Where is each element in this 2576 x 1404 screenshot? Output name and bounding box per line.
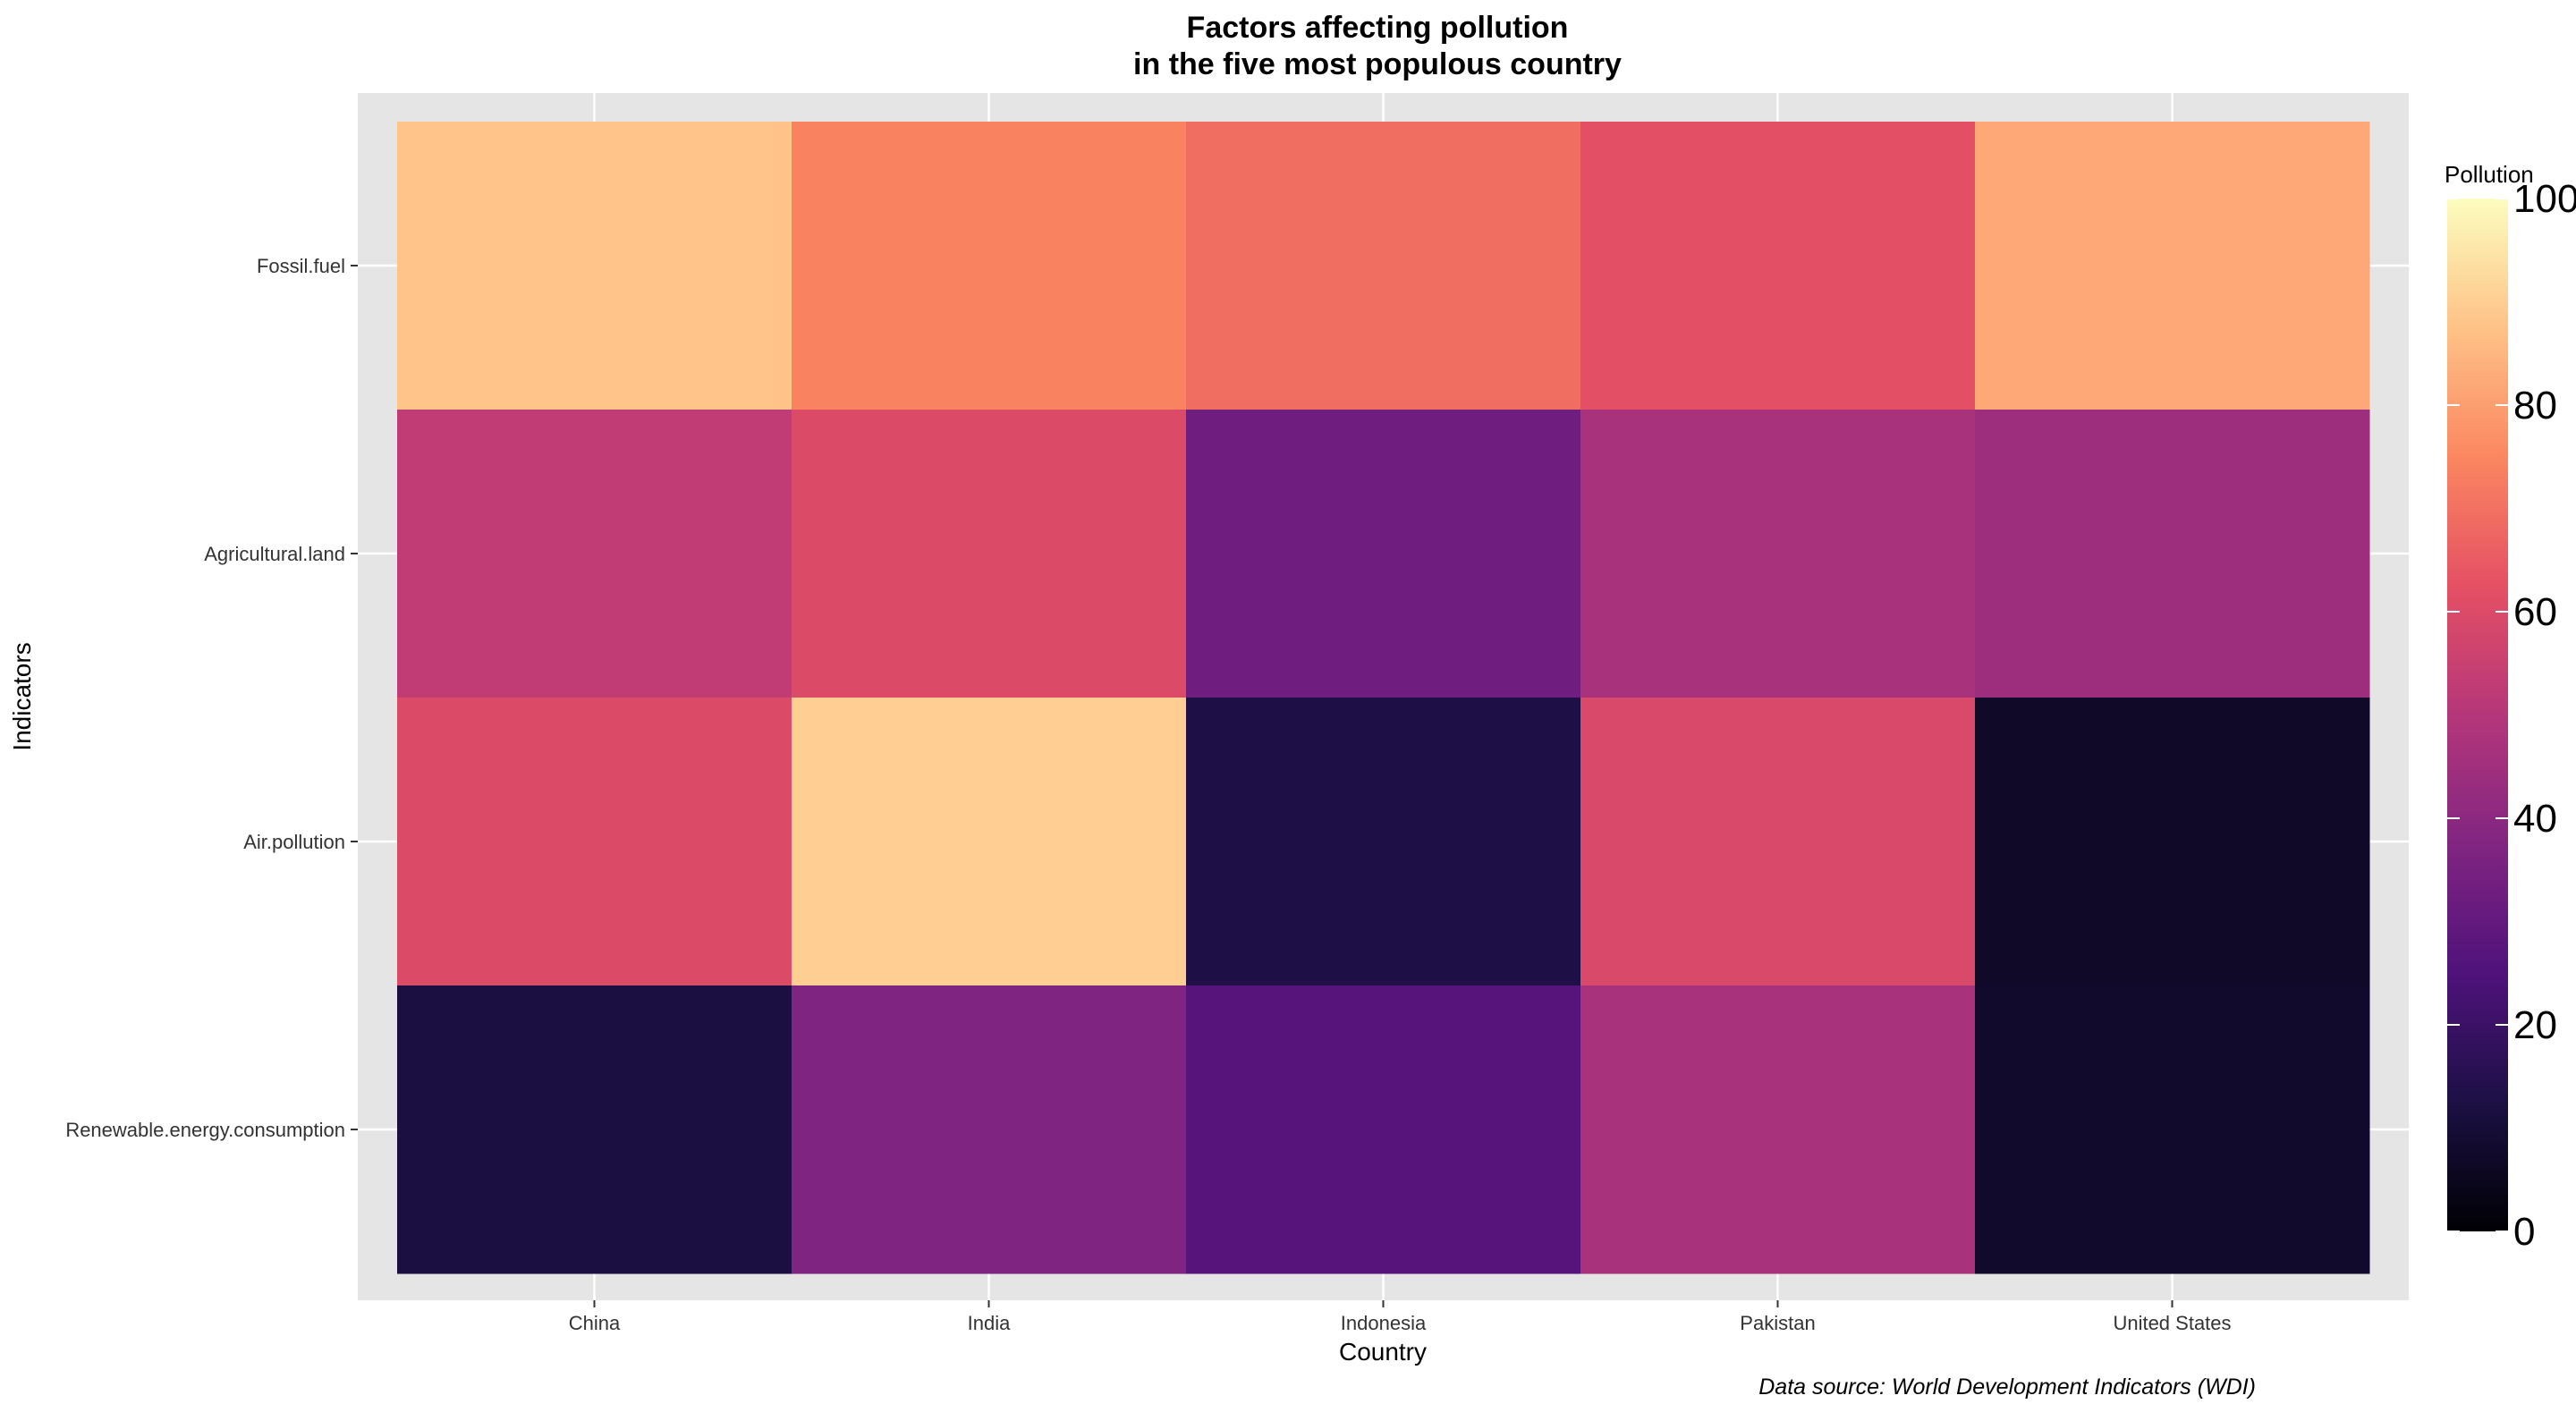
heatmap-cell [1186,410,1581,698]
heatmap-cell [397,122,792,410]
heatmap-cell [1975,698,2370,986]
heatmap-cell [1580,122,1976,410]
heatmap-cell [1186,698,1581,986]
heatmap-cell [792,698,1187,986]
legend-ticks: 0 20 40 60 80 100 [2447,177,2576,1254]
x-tick-label: India [968,1312,1011,1334]
y-axis-label: Indicators [8,642,36,750]
y-tick-label: Renewable.energy.consumption [65,1119,345,1141]
heatmap-cell [1186,122,1581,410]
heatmap-cell [1975,122,2370,410]
legend-tick-label: 100 [2513,177,2576,221]
heatmap-cells [397,122,2370,1274]
chart-title-line2: in the five most populous country [1133,47,1622,81]
legend-tick-label: 40 [2513,797,2557,841]
y-tick-label: Agricultural.land [204,543,345,565]
heatmap-cell [1975,985,2370,1274]
heatmap-cell [1975,410,2370,698]
heatmap-cell [1580,410,1976,698]
heatmap-cell [1186,985,1581,1274]
heatmap-cell [397,985,792,1274]
y-tick-label: Fossil.fuel [257,255,345,277]
x-tick-label: United States [2113,1312,2231,1334]
heatmap-cell [397,698,792,986]
x-axis-label: Country [1339,1338,1427,1366]
x-axis-ticks: China India Indonesia Pakistan United States [569,1300,2232,1334]
legend-colorbar [2447,199,2508,1231]
heatmap-cell [792,122,1187,410]
heatmap-cell [792,410,1187,698]
x-tick-label: Indonesia [1341,1312,1427,1334]
heatmap-cell [1580,698,1976,986]
legend-tick-label: 80 [2513,384,2557,427]
data-source-caption: Data source: World Development Indicator… [1758,1374,2256,1400]
x-tick-label: Pakistan [1740,1312,1815,1334]
x-tick-label: China [569,1312,621,1334]
legend-tick-label: 0 [2513,1210,2535,1254]
legend-tick-label: 20 [2513,1003,2557,1047]
legend-tick-label: 60 [2513,590,2557,634]
heatmap-cell [792,985,1187,1274]
legend-title: Pollution [2445,161,2534,188]
heatmap-cell [1580,985,1976,1274]
y-axis-ticks: Fossil.fuel Agricultural.land Air.pollutio… [65,255,358,1141]
heatmap-cell [397,410,792,698]
y-tick-label: Air.pollution [243,831,345,853]
chart-title-line1: Factors affecting pollution [1187,11,1569,45]
